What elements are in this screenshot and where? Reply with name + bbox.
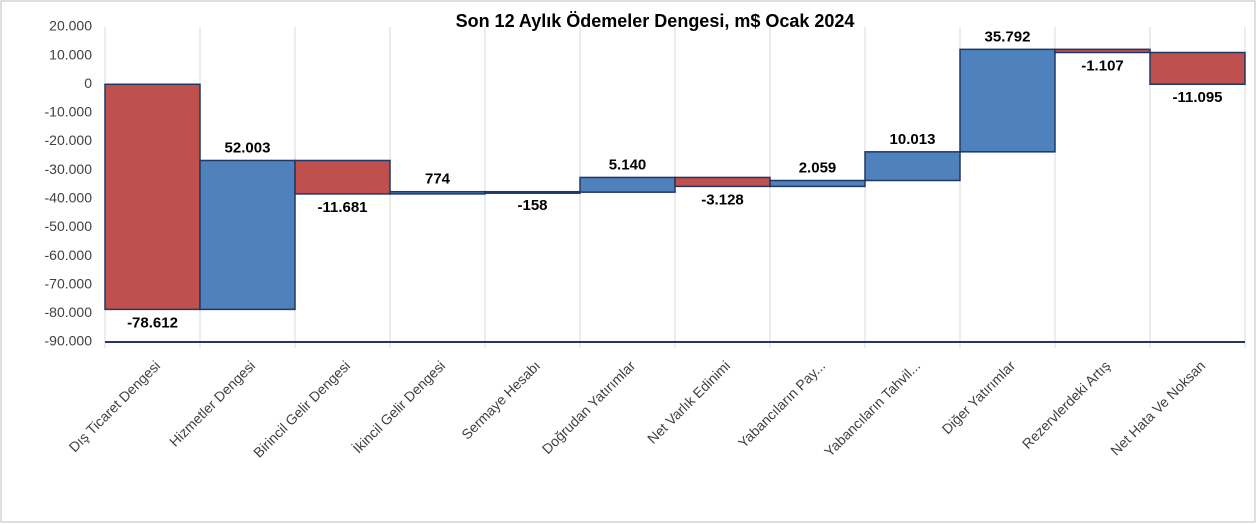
data-label: 52.003 bbox=[225, 139, 271, 156]
y-tick-label: -50.000 bbox=[45, 218, 93, 234]
bar bbox=[864, 151, 961, 182]
y-tick-label: -30.000 bbox=[45, 161, 93, 177]
data-label: 2.059 bbox=[799, 159, 837, 176]
bar bbox=[104, 83, 201, 311]
bar bbox=[579, 176, 676, 193]
bar bbox=[1054, 48, 1151, 54]
data-label: -3.128 bbox=[701, 191, 744, 208]
bar bbox=[199, 159, 296, 311]
y-tick-label: -70.000 bbox=[45, 275, 93, 291]
data-label: -158 bbox=[517, 197, 547, 214]
y-tick-label: -60.000 bbox=[45, 247, 93, 263]
data-label: 5.140 bbox=[609, 156, 647, 173]
data-label: 10.013 bbox=[890, 131, 936, 148]
data-label: -78.612 bbox=[127, 314, 178, 331]
bar bbox=[959, 48, 1056, 153]
data-label: -1.107 bbox=[1081, 57, 1124, 74]
y-tick-label: -10.000 bbox=[45, 104, 93, 120]
data-label: 774 bbox=[425, 171, 451, 188]
data-label: -11.681 bbox=[317, 199, 367, 216]
y-tick-label: -90.000 bbox=[45, 333, 93, 349]
bar bbox=[294, 159, 391, 195]
y-tick-label: -40.000 bbox=[45, 190, 93, 206]
bar bbox=[1149, 51, 1246, 86]
data-label: 35.792 bbox=[985, 28, 1031, 45]
y-tick-label: -80.000 bbox=[45, 304, 93, 320]
bar bbox=[389, 190, 486, 195]
y-tick-label: 10.000 bbox=[49, 46, 92, 62]
bar bbox=[484, 190, 581, 194]
y-tick-label: -20.000 bbox=[45, 132, 93, 148]
chart-title: Son 12 Aylık Ödemeler Dengesi, m$ Ocak 2… bbox=[456, 11, 855, 31]
bar bbox=[769, 179, 866, 188]
y-tick-label: 0 bbox=[84, 75, 92, 91]
data-label: -11.095 bbox=[1172, 89, 1222, 106]
bar bbox=[674, 176, 771, 188]
y-tick-label: 20.000 bbox=[49, 18, 92, 34]
